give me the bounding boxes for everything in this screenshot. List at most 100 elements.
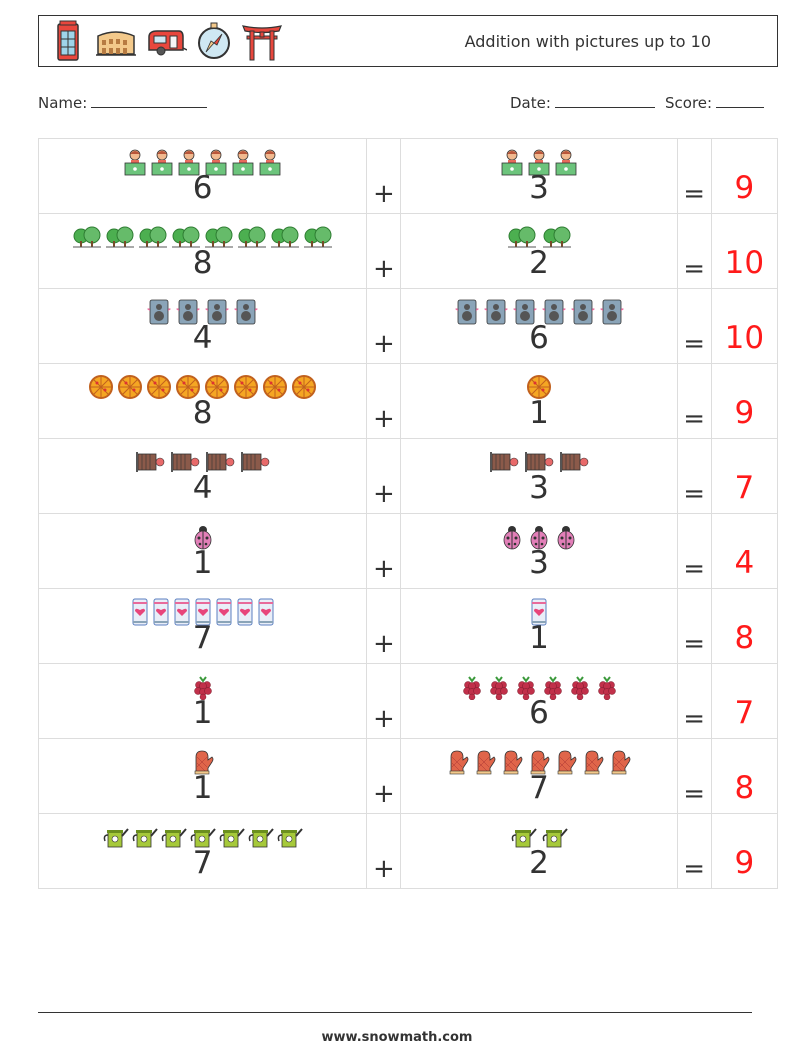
equals-cell: = [676,138,712,214]
answer-cell[interactable]: 10 [710,213,779,289]
addend-left-number: 7 [192,620,213,656]
paper-scroll-icon [135,451,165,473]
trees-icon [542,225,572,249]
worksheet-header: Addition with pictures up to 10 [38,15,778,67]
person-at-laptop-icon [555,148,577,176]
heart-smartphone-icon [215,598,233,626]
paper-scroll-icon [489,451,519,473]
header-icons [49,20,283,62]
trees-icon [72,225,102,249]
speaker-icon [483,299,508,325]
oven-mitt-icon [500,749,524,775]
speaker-icon [234,299,259,325]
picture-group [401,523,676,551]
plus-sign: + [372,404,395,434]
equals-cell: = [676,213,712,289]
problem-row: 4 +3 = 7 [37,438,779,514]
raspberry-icon [569,674,591,700]
answer-cell[interactable]: 9 [710,138,779,214]
person-at-laptop-icon [124,148,146,176]
paper-scroll-icon [205,451,235,473]
picture-group [39,598,366,626]
answer-value: 9 [734,845,755,881]
plus-sign: + [372,704,395,734]
picture-group [401,298,676,326]
raspberry-icon [488,674,510,700]
addend-left-number: 7 [192,845,213,881]
oven-mitt-icon [191,749,215,775]
heart-smartphone-icon [257,598,275,626]
picture-group [39,148,366,176]
paper-scroll-icon [559,451,589,473]
plus-cell: + [366,138,402,214]
problems-table: 6 +3 = 9 8 +2 = 10 4 +6 = 10 8 +1 = 9 4 +3 = 7 1 +3 = 4 7 +1 = 8 1 +6… [37,138,779,889]
equals-cell: = [676,363,712,439]
equals-cell: = [676,438,712,514]
picture-group [401,598,676,626]
equals-cell: = [676,813,712,889]
picture-group [401,148,676,176]
trees-icon [237,225,267,249]
addend-right-number: 2 [529,845,549,881]
answer-cell[interactable]: 8 [710,738,779,814]
pizza-icon [526,374,552,400]
person-at-laptop-icon [232,148,254,176]
equals-cell: = [676,738,712,814]
problem-row: 8 +2 = 10 [37,213,779,289]
picture-group [401,823,676,851]
equals-cell: = [676,513,712,589]
addend-right-cell: 1 [400,588,678,664]
person-at-laptop-icon [151,148,173,176]
oven-mitt-icon [608,749,632,775]
score-blank[interactable] [716,95,765,108]
addend-right-cell: 3 [400,513,678,589]
person-at-laptop-icon [501,148,523,176]
watering-can-icon [511,825,537,849]
speaker-icon [205,299,230,325]
equals-sign: = [683,179,706,209]
equals-sign: = [683,329,706,359]
addend-left-cell: 7 [37,813,368,889]
compass-icon [198,22,230,59]
picture-group [401,223,676,251]
addend-right-cell: 1 [400,363,678,439]
date-blank[interactable] [554,95,655,108]
answer-cell[interactable]: 10 [710,288,779,364]
trees-icon [138,225,168,249]
addend-right-number: 6 [529,695,549,731]
footer-divider [38,1012,752,1013]
equals-sign: = [683,629,706,659]
equals-sign: = [683,404,706,434]
colosseum-icon [96,31,136,56]
trees-icon [303,225,333,249]
name-blank[interactable] [91,95,208,108]
answer-cell[interactable]: 7 [710,663,779,739]
addend-right-cell: 3 [400,138,678,214]
pizza-icon [233,374,259,400]
answer-cell[interactable]: 7 [710,438,779,514]
answer-cell[interactable]: 9 [710,813,779,889]
picture-group [39,523,366,551]
pizza-icon [291,374,317,400]
paper-scroll-icon [524,451,554,473]
plus-cell: + [366,363,402,439]
addend-left-number: 8 [192,395,213,431]
plus-cell: + [366,513,402,589]
addend-left-number: 1 [192,545,213,581]
score-label: Score: [665,94,713,112]
plus-sign: + [372,179,395,209]
equals-cell: = [676,588,712,664]
problem-row: 1 +7 = 8 [37,738,779,814]
plus-sign: + [372,779,395,809]
plus-sign: + [372,554,395,584]
heart-smartphone-icon [236,598,254,626]
answer-cell[interactable]: 8 [710,588,779,664]
paper-scroll-icon [240,451,270,473]
answer-cell[interactable]: 4 [710,513,779,589]
answer-value: 8 [734,620,755,656]
answer-cell[interactable]: 9 [710,363,779,439]
raspberry-icon [192,674,214,700]
plus-cell: + [366,438,402,514]
answer-value: 4 [734,545,755,581]
problem-row: 6 +3 = 9 [37,138,779,214]
